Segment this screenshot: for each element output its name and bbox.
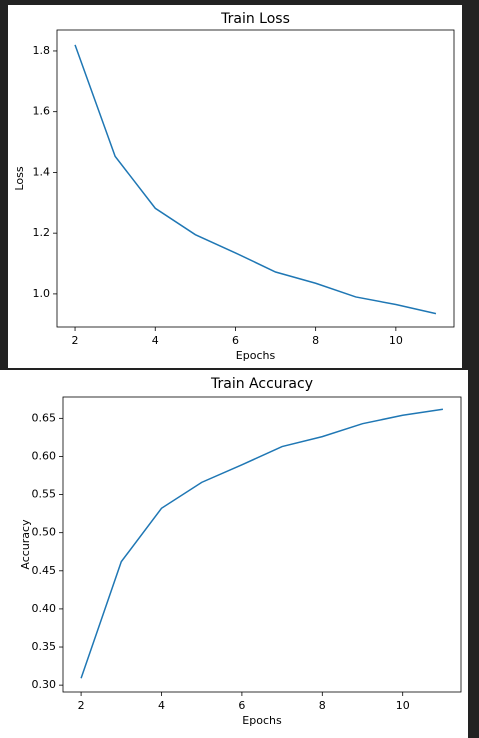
axes-frame: [56, 29, 455, 328]
data-line: [74, 44, 437, 315]
data-line: [80, 408, 444, 679]
x-tick-label: 8: [319, 699, 326, 712]
y-tick-label: 0.50: [32, 526, 57, 539]
x-tick-label: 4: [152, 334, 159, 347]
y-tick-label: 0.30: [32, 678, 57, 691]
x-axis-label: Epochs: [236, 349, 276, 362]
y-tick-label: 0.40: [32, 602, 57, 615]
y-tick-label: 0.45: [32, 564, 57, 577]
x-tick-label: 2: [78, 699, 85, 712]
y-axis-label: Accuracy: [19, 519, 32, 570]
chart-title: Train Loss: [220, 11, 290, 27]
x-axis-label: Epochs: [242, 714, 282, 727]
y-tick-label: 0.35: [32, 640, 57, 653]
y-tick-label: 1.0: [33, 287, 51, 300]
y-tick-label: 0.65: [32, 411, 57, 424]
chart-title: Train Accuracy: [210, 376, 313, 392]
y-tick-label: 0.60: [32, 449, 57, 462]
x-tick-label: 8: [312, 334, 319, 347]
x-tick-label: 4: [158, 699, 165, 712]
axes-frame: [62, 396, 462, 693]
panel: [0, 370, 468, 738]
y-tick-label: 1.4: [33, 165, 51, 178]
y-axis-label: Loss: [13, 166, 26, 190]
x-tick-label: 2: [72, 334, 79, 347]
y-tick-label: 1.2: [33, 226, 51, 239]
x-tick-label: 10: [396, 699, 410, 712]
x-tick-label: 6: [232, 334, 239, 347]
panel: [8, 5, 462, 368]
y-tick-label: 0.55: [32, 488, 57, 501]
x-tick-label: 10: [389, 334, 403, 347]
y-tick-label: 1.6: [33, 105, 51, 118]
x-tick-label: 6: [238, 699, 245, 712]
y-tick-label: 1.8: [33, 44, 51, 57]
